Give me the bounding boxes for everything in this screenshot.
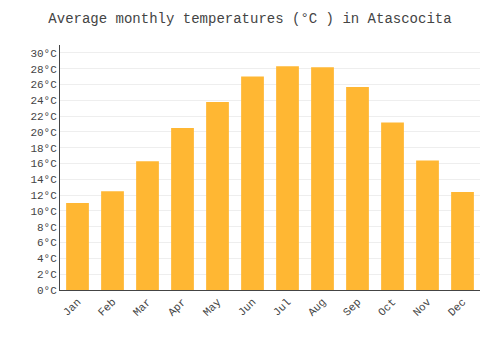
- svg-text:Dec: Dec: [446, 296, 468, 318]
- svg-text:Feb: Feb: [96, 296, 118, 318]
- svg-text:4°C: 4°C: [37, 253, 57, 265]
- svg-text:2°C: 2°C: [37, 269, 57, 281]
- svg-text:16°C: 16°C: [30, 158, 57, 170]
- svg-text:Jul: Jul: [271, 296, 293, 318]
- svg-text:Mar: Mar: [131, 296, 153, 318]
- svg-text:22°C: 22°C: [30, 111, 57, 123]
- svg-text:20°C: 20°C: [30, 127, 57, 139]
- svg-text:Apr: Apr: [166, 296, 188, 318]
- svg-text:12°C: 12°C: [30, 190, 57, 202]
- svg-text:Oct: Oct: [376, 296, 398, 318]
- svg-text:May: May: [201, 296, 224, 319]
- svg-text:28°C: 28°C: [30, 64, 57, 76]
- svg-text:30°C: 30°C: [30, 48, 57, 60]
- svg-text:Jun: Jun: [236, 296, 258, 318]
- svg-text:Aug: Aug: [306, 296, 328, 318]
- svg-text:Average monthly temperatures (: Average monthly temperatures (°C ) in At…: [48, 11, 451, 27]
- svg-text:14°C: 14°C: [30, 174, 57, 186]
- svg-text:Sep: Sep: [341, 296, 363, 318]
- svg-text:10°C: 10°C: [30, 206, 57, 218]
- svg-text:18°C: 18°C: [30, 143, 57, 155]
- svg-text:8°C: 8°C: [37, 222, 57, 234]
- svg-text:Nov: Nov: [411, 296, 434, 319]
- svg-text:Jan: Jan: [61, 296, 83, 318]
- svg-text:24°C: 24°C: [30, 95, 57, 107]
- svg-text:0°C: 0°C: [37, 285, 57, 297]
- svg-text:26°C: 26°C: [30, 79, 57, 91]
- svg-text:6°C: 6°C: [37, 237, 57, 249]
